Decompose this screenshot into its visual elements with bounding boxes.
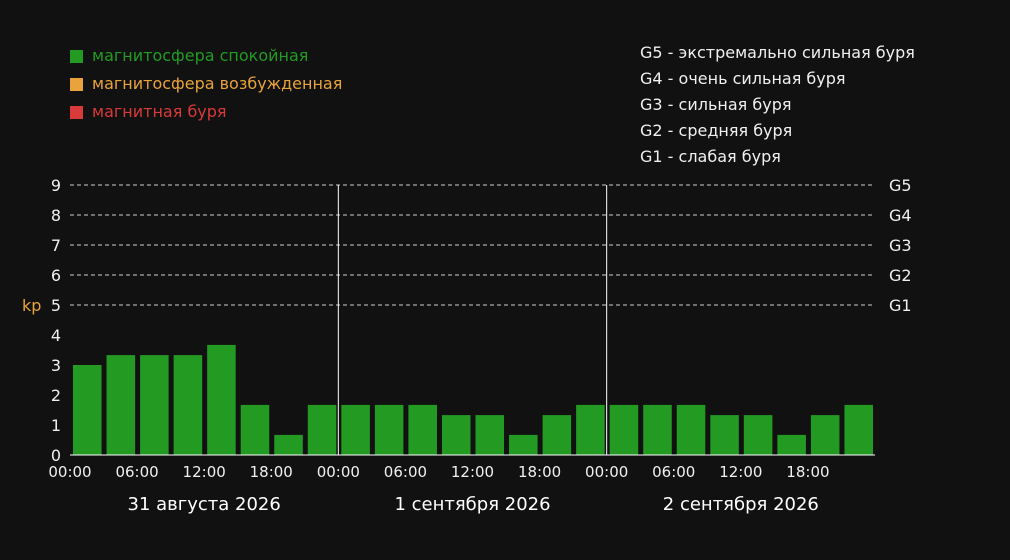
kp-bar [408,404,437,455]
storm-level-code: G3 [640,95,663,114]
storm-level-text: очень сильная буря [678,69,846,88]
y-tick-label: 1 [51,416,61,435]
y-tick-label: 2 [51,386,61,405]
storm-level-text: сильная буря [678,95,792,114]
legend-swatch-excited [70,77,83,91]
storm-level-g1: G1 - слабая буря [640,147,781,166]
x-tick-label: 00:00 [48,463,91,481]
kp-bar [441,415,471,455]
kp-bar [240,404,270,455]
legend-item-storm: магнитная буря [70,98,342,126]
storm-level-g4: G4 - очень сильная буря [640,69,846,88]
y-tick-label: 7 [51,236,61,255]
y-tick-label: 6 [51,266,61,285]
kp-bar [643,404,672,455]
kp-bar [207,344,236,455]
x-tick-label: 18:00 [518,463,561,481]
storm-level-text: экстремально сильная буря [678,43,915,62]
y-tick-label: 5 [51,296,61,315]
legend-item-calm: магнитосфера спокойная [70,42,342,70]
storm-level-axis-label: G2 [889,266,912,285]
storm-level-code: G4 [640,69,663,88]
legend-item-excited: магнитосфера возбужденная [70,70,342,98]
kp-bar [810,415,840,455]
x-tick-label: 00:00 [585,463,628,481]
x-tick-label: 06:00 [115,463,158,481]
x-tick-label: 12:00 [183,463,226,481]
date-label: 2 сентября 2026 [663,494,819,515]
x-tick-label: 12:00 [719,463,762,481]
storm-level-code: G5 [640,43,663,62]
y-axis-label: kp [22,296,41,315]
y-tick-label: 4 [51,326,61,345]
y-tick-label: 9 [51,176,61,195]
kp-bar [307,404,337,455]
legend-label-excited: магнитосфера возбужденная [92,74,343,93]
kp-bar [509,434,538,455]
kp-bar [542,415,572,455]
kp-bar [609,404,639,455]
storm-level-text: слабая буря [678,147,781,166]
x-tick-label: 18:00 [250,463,293,481]
kp-bar [173,355,203,455]
y-tick-label: 0 [51,446,61,465]
kp-bar [710,415,739,455]
kp-bar [844,404,873,455]
storm-level-g3: G3 - сильная буря [640,95,792,114]
legend-swatch-calm [70,49,83,63]
kp-bar [73,365,102,455]
storm-level-g2: G2 - средняя буря [640,121,793,140]
kp-bar [274,434,303,455]
y-tick-label: 8 [51,206,61,225]
storm-level-axis-label: G1 [889,296,912,315]
kp-bar [341,404,370,455]
storm-level-g5: G5 - экстремально сильная буря [640,43,915,62]
storm-level-axis-label: G3 [889,236,912,255]
kp-bar [475,415,505,455]
storm-level-code: G2 [640,121,663,140]
y-tick-label: 3 [51,356,61,375]
kp-bar [576,404,605,455]
x-tick-label: 18:00 [786,463,829,481]
storm-level-axis-label: G4 [889,206,912,225]
x-tick-label: 00:00 [317,463,360,481]
date-label: 1 сентября 2026 [394,494,550,515]
legend-swatch-storm [70,105,83,119]
date-label: 31 августа 2026 [128,494,281,515]
storm-level-legend: G5 - экстремально сильная буря G4 - очен… [640,40,915,170]
legend-label-calm: магнитосфера спокойная [92,46,309,65]
kp-bar [777,434,806,455]
chart-legend: магнитосфера спокойная магнитосфера возб… [70,42,342,126]
storm-level-axis-label: G5 [889,176,912,195]
storm-level-text: средняя буря [678,121,793,140]
x-tick-label: 06:00 [384,463,427,481]
kp-bar [140,355,169,455]
kp-bar [743,415,773,455]
x-tick-label: 12:00 [451,463,494,481]
legend-label-storm: магнитная буря [92,102,227,121]
storm-level-code: G1 [640,147,663,166]
kp-bar [374,404,404,455]
x-tick-label: 06:00 [652,463,695,481]
kp-bar [106,355,136,455]
kp-bar [676,404,706,455]
